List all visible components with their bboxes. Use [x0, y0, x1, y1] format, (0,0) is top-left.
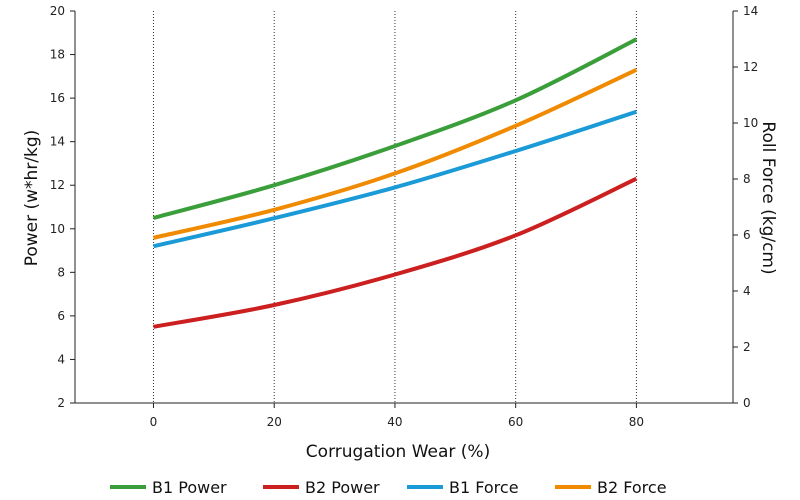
- x-tick-label: 60: [508, 415, 523, 429]
- x-axis-title: Corrugation Wear (%): [306, 442, 490, 462]
- y-right-tick-label: 2: [743, 340, 751, 354]
- y-right-tick-label: 14: [743, 4, 758, 18]
- legend-label-b1-power: B1 Power: [152, 478, 227, 497]
- series-line-b1-force: [153, 109, 638, 249]
- y-left-tick-label: 12: [50, 178, 65, 192]
- y-left-tick-label: 14: [50, 135, 65, 149]
- y-right-tick-label: 6: [743, 228, 751, 242]
- y-left-tick-label: 20: [50, 4, 65, 18]
- y-right-tick-label: 4: [743, 284, 751, 298]
- legend: B1 Power B2 Power B1 Force B2 Force: [110, 478, 667, 497]
- y-left-tick-label: 16: [50, 91, 65, 105]
- y-left-tick-label: 18: [50, 48, 65, 62]
- legend-label-b2-power: B2 Power: [305, 478, 380, 497]
- y-right-tick-label: 8: [743, 172, 751, 186]
- y-right-tick-label: 12: [743, 60, 758, 74]
- y-left-tick-label: 6: [57, 309, 65, 323]
- x-tick-label: 0: [150, 415, 158, 429]
- legend-label-b2-force: B2 Force: [597, 478, 667, 497]
- grid: [152, 11, 637, 403]
- y-right-tick-label: 0: [743, 396, 751, 410]
- y-left-tick-label: 4: [57, 352, 65, 366]
- y-left-tick-label: 2: [57, 396, 65, 410]
- y-left-tick-label: 8: [57, 265, 65, 279]
- y-right-tick-label: 10: [743, 116, 758, 130]
- y-axis-left-title: Power (w*hr/kg): [22, 130, 42, 267]
- x-tick-label: 40: [387, 415, 402, 429]
- y-axis-right-title: Roll Force (kg/cm): [758, 121, 778, 274]
- y-left-tick-label: 10: [50, 222, 65, 236]
- x-tick-label: 20: [267, 415, 282, 429]
- series: [152, 37, 638, 329]
- series-line-b2-force: [153, 67, 638, 240]
- series-line-b2-power: [153, 176, 638, 329]
- axes: 2 4 6 8 10 12 14 16 18 20 0 2 4 6 8 10 12 14 0 20 40 60 80: [50, 4, 759, 429]
- series-line-b1-power: [152, 37, 638, 220]
- x-tick-label: 80: [629, 415, 644, 429]
- legend-label-b1-force: B1 Force: [449, 478, 519, 497]
